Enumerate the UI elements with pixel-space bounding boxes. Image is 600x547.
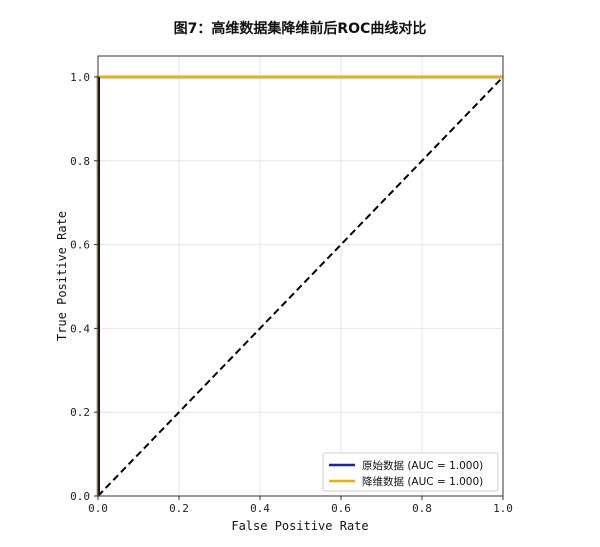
x-tick-label: 0.4 [250,502,270,515]
x-tick-label: 0.6 [331,502,351,515]
chart-title: 图7：高维数据集降维前后ROC曲线对比 [174,20,427,37]
plot-frame [97,55,504,497]
y-tick-label: 0.6 [70,239,90,252]
x-tick-label: 1.0 [493,502,513,515]
legend-label-original: 原始数据 (AUC = 1.000) [362,459,483,472]
y-tick-label: 0.0 [70,490,90,503]
y-tick-label: 0.2 [70,406,90,419]
legend: 原始数据 (AUC = 1.000) 降维数据 (AUC = 1.000) [322,452,499,492]
y-axis-label: True Positive Rate [55,211,69,341]
x-tick-label: 0.8 [412,502,432,515]
x-axis-label: False Positive Rate [231,519,368,533]
x-tick-label: 0.0 [88,502,108,515]
y-tick-label: 0.4 [70,322,90,335]
legend-label-reduced: 降维数据 (AUC = 1.000) [362,475,483,488]
y-tick-label: 0.8 [70,155,90,168]
y-tick-label: 1.0 [70,71,90,84]
random-classifier-line [97,76,504,497]
x-tick-label: 0.2 [169,502,189,515]
